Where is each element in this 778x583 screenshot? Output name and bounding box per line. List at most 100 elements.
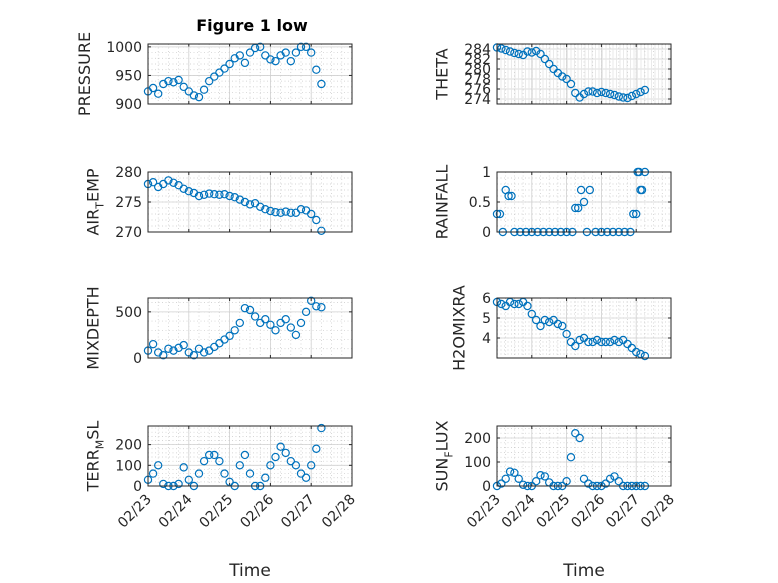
data-point — [566, 79, 576, 89]
data-point — [640, 351, 650, 361]
data-point — [585, 185, 595, 195]
y-axis-label: THETA — [433, 48, 452, 100]
subplot-1: 900 950 1000 PRESSURE — [75, 32, 353, 116]
data-point — [301, 473, 311, 482]
data-point — [579, 89, 589, 99]
data-point — [153, 461, 163, 470]
y-axis-label: TERRMSL — [84, 421, 107, 493]
data-point — [174, 75, 183, 85]
data-point — [629, 209, 638, 219]
y-tick-label: 100 — [464, 455, 491, 471]
data-point — [261, 473, 270, 482]
data-point — [527, 309, 537, 319]
data-point — [575, 335, 584, 345]
y-tick-label: 500 — [115, 305, 142, 321]
data-point — [584, 479, 593, 488]
data-point — [225, 477, 234, 487]
data-point — [527, 48, 537, 57]
y-axis-label: AIRTEMP — [84, 168, 107, 235]
data-point — [307, 461, 316, 470]
data-point — [640, 85, 650, 95]
data-point — [204, 450, 214, 460]
plot-area — [148, 44, 352, 104]
data-point — [291, 330, 301, 340]
data-point — [281, 207, 290, 216]
data-point — [271, 207, 280, 217]
data-point — [592, 88, 602, 98]
x-tick-label: 02/27 — [603, 492, 643, 532]
data-point — [510, 299, 519, 309]
y-axis-label: H2OMIXRA — [450, 285, 469, 371]
data-point — [605, 89, 615, 99]
data-point — [317, 226, 326, 235]
y-tick-label: 200 — [115, 438, 142, 454]
data-point — [562, 74, 571, 84]
y-tick-label: 276 — [464, 82, 491, 98]
data-point — [215, 190, 224, 199]
data-point — [210, 189, 219, 199]
data-point — [562, 477, 571, 486]
data-point — [514, 299, 523, 309]
data-point — [307, 296, 316, 305]
data-point — [235, 51, 244, 60]
data-point — [245, 469, 255, 478]
figure-title: Figure 1 low — [196, 16, 308, 35]
data-point — [245, 305, 255, 315]
y-tick-label: 100 — [115, 458, 142, 474]
y-tick-label: 200 — [464, 431, 491, 447]
subplot-3: 270 275 280 AIRTEMP — [84, 165, 353, 241]
data-point — [531, 477, 541, 486]
data-point — [632, 89, 641, 99]
data-point — [148, 469, 158, 478]
data-point — [266, 461, 275, 470]
data-point — [497, 44, 506, 53]
data-point — [571, 341, 580, 351]
data-point — [220, 64, 229, 73]
data-point — [204, 76, 214, 86]
data-point — [510, 48, 519, 58]
y-tick-label: 280 — [115, 165, 142, 181]
data-point — [266, 55, 275, 64]
data-point — [536, 49, 545, 59]
data-point — [588, 87, 597, 96]
data-point — [317, 423, 326, 433]
data-point — [296, 469, 306, 478]
data-point — [536, 321, 545, 331]
y-tick-label: 282 — [464, 52, 491, 68]
data-point — [220, 469, 229, 478]
data-point — [296, 204, 306, 214]
data-point — [312, 444, 321, 453]
data-point — [174, 479, 183, 489]
data-point — [501, 45, 510, 55]
data-point — [296, 318, 306, 328]
data-point — [614, 477, 624, 486]
data-point — [610, 472, 619, 481]
data-point — [261, 315, 270, 324]
data-point — [179, 340, 188, 350]
data-point — [266, 320, 275, 329]
data-point — [597, 87, 606, 97]
x-tick-label: 02/24 — [499, 491, 539, 531]
data-point — [240, 197, 250, 207]
data-point — [553, 319, 563, 329]
data-point — [210, 72, 219, 81]
data-point — [540, 54, 550, 64]
subplot-6: 4 5 6 H2OMIXRA — [450, 285, 672, 371]
data-point — [225, 331, 234, 341]
data-point — [312, 302, 321, 311]
data-point — [497, 299, 506, 309]
axes-box — [147, 297, 353, 359]
x-tick-label: 02/26 — [237, 491, 277, 531]
data-point — [261, 204, 270, 214]
data-point — [240, 58, 250, 68]
y-tick-label: 1 — [482, 165, 491, 181]
data-point — [286, 56, 295, 66]
data-point — [601, 337, 610, 347]
y-tick-label: 1000 — [106, 40, 142, 56]
data-point — [271, 56, 280, 66]
data-point — [271, 326, 280, 335]
data-point — [215, 68, 224, 77]
data-point — [610, 90, 619, 100]
data-point — [276, 442, 285, 451]
